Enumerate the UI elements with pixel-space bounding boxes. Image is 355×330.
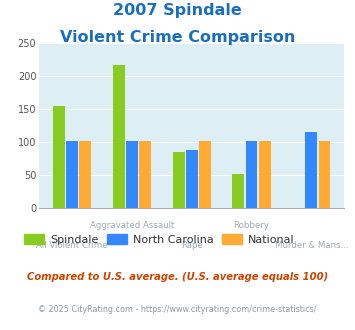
Text: Robbery: Robbery	[234, 221, 269, 230]
Text: All Violent Crime: All Violent Crime	[36, 241, 108, 250]
Legend: Spindale, North Carolina, National: Spindale, North Carolina, National	[20, 230, 299, 249]
Text: Violent Crime Comparison: Violent Crime Comparison	[60, 30, 295, 45]
Text: © 2025 CityRating.com - https://www.cityrating.com/crime-statistics/: © 2025 CityRating.com - https://www.city…	[38, 305, 317, 314]
Bar	[233, 174, 244, 208]
Bar	[79, 141, 91, 208]
Bar	[53, 106, 65, 208]
Bar	[66, 141, 78, 208]
Text: Compared to U.S. average. (U.S. average equals 100): Compared to U.S. average. (U.S. average …	[27, 272, 328, 282]
Bar	[139, 141, 151, 208]
Bar	[126, 141, 138, 208]
Bar	[259, 141, 271, 208]
Bar	[305, 132, 317, 208]
Text: Rape: Rape	[181, 241, 203, 250]
Bar	[113, 65, 125, 208]
Text: 2007 Spindale: 2007 Spindale	[113, 3, 242, 18]
Bar	[246, 141, 257, 208]
Bar	[173, 152, 185, 208]
Bar	[199, 141, 211, 208]
Bar	[186, 150, 198, 208]
Text: Aggravated Assault: Aggravated Assault	[90, 221, 174, 230]
Text: Murder & Mans...: Murder & Mans...	[274, 241, 348, 250]
Bar	[318, 141, 331, 208]
